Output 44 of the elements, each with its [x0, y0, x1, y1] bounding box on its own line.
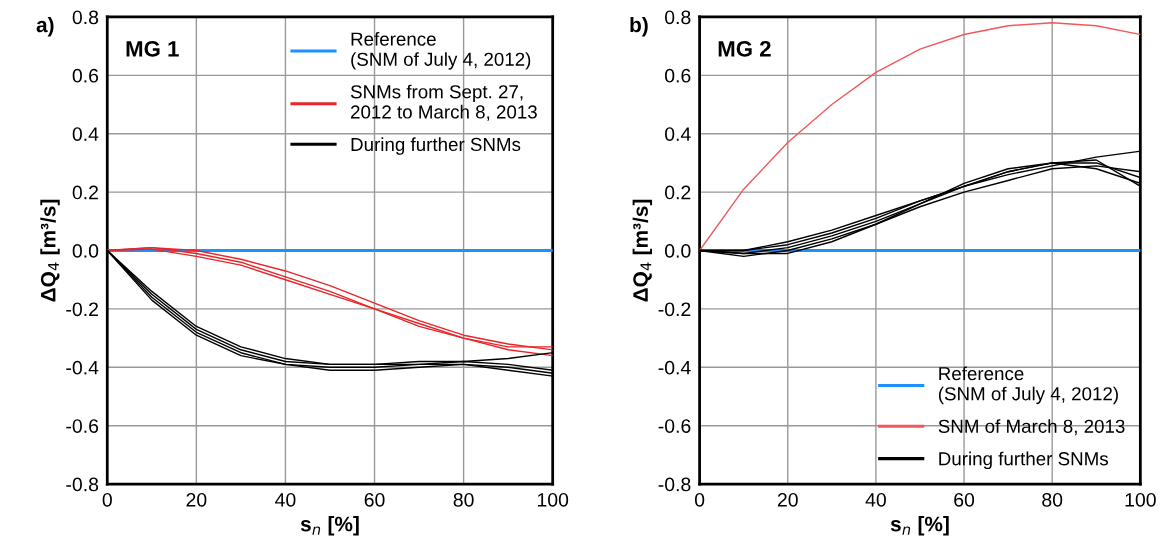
x-tick-label: 20	[777, 492, 798, 507]
y-tick-label: 0.6	[665, 68, 691, 83]
x-tick-label: 0	[694, 492, 705, 507]
x-tick-label: 100	[1125, 492, 1156, 507]
x-tick-label: 40	[275, 492, 296, 507]
x-tick-label: 80	[453, 492, 474, 507]
x-tick-label: 60	[954, 492, 975, 507]
y-tick-label: -0.2	[658, 302, 691, 317]
y-tick-label: -0.4	[66, 360, 99, 375]
chart-title: b)	[630, 16, 648, 37]
x-axis-title: s$_{n}$ [%]	[890, 516, 949, 536]
y-tick-label: -0.8	[66, 477, 99, 492]
annotation: MG 1	[126, 40, 179, 57]
x-axis-title: s$_{n}$ [%]	[300, 516, 359, 536]
y-tick-label: 0.2	[72, 185, 98, 200]
annotation: MG 2	[718, 40, 771, 57]
y-tick-label: -0.8	[658, 477, 691, 492]
y-axis-title: ΔQ$_{4}$ [m³/s]	[40, 199, 60, 302]
y-axis-title: ΔQ$_{4}$ [m³/s]	[632, 199, 653, 302]
y-tick-label: 0.4	[665, 127, 691, 141]
x-tick-label: 100	[537, 492, 569, 507]
legend-label: During further SNMs	[351, 137, 521, 155]
y-tick-label: 0.4	[72, 127, 99, 141]
y-tick-label: 0.2	[665, 185, 691, 200]
x-tick-label: 40	[865, 492, 886, 507]
legend-label: Reference (SNM of July 4, 2012)	[351, 31, 531, 70]
legend-label: Reference (SNM of July 4, 2012)	[938, 366, 1118, 405]
y-tick-label: -0.4	[658, 360, 691, 375]
legend-label: SNM of March 8, 2013	[938, 419, 1125, 436]
y-tick-label: 0.0	[72, 243, 99, 258]
y-tick-label: 0.8	[72, 10, 99, 25]
y-tick-label: -0.6	[66, 419, 99, 433]
x-tick-label: 0	[102, 492, 112, 507]
y-tick-label: 0.0	[665, 243, 691, 258]
chart-title: a)	[36, 16, 54, 37]
y-tick-label: -0.2	[66, 302, 98, 317]
legend-label: SNMs from Sept. 27, 2012 to March 8, 2013	[350, 84, 537, 121]
y-tick-label: 0.6	[72, 68, 99, 83]
legend-label: During further SNMs	[939, 451, 1108, 470]
y-tick-label: 0.8	[665, 10, 691, 25]
x-tick-label: 20	[186, 492, 207, 507]
x-tick-label: 80	[1042, 492, 1063, 507]
x-tick-label: 60	[364, 492, 385, 507]
y-tick-label: -0.6	[658, 419, 691, 433]
